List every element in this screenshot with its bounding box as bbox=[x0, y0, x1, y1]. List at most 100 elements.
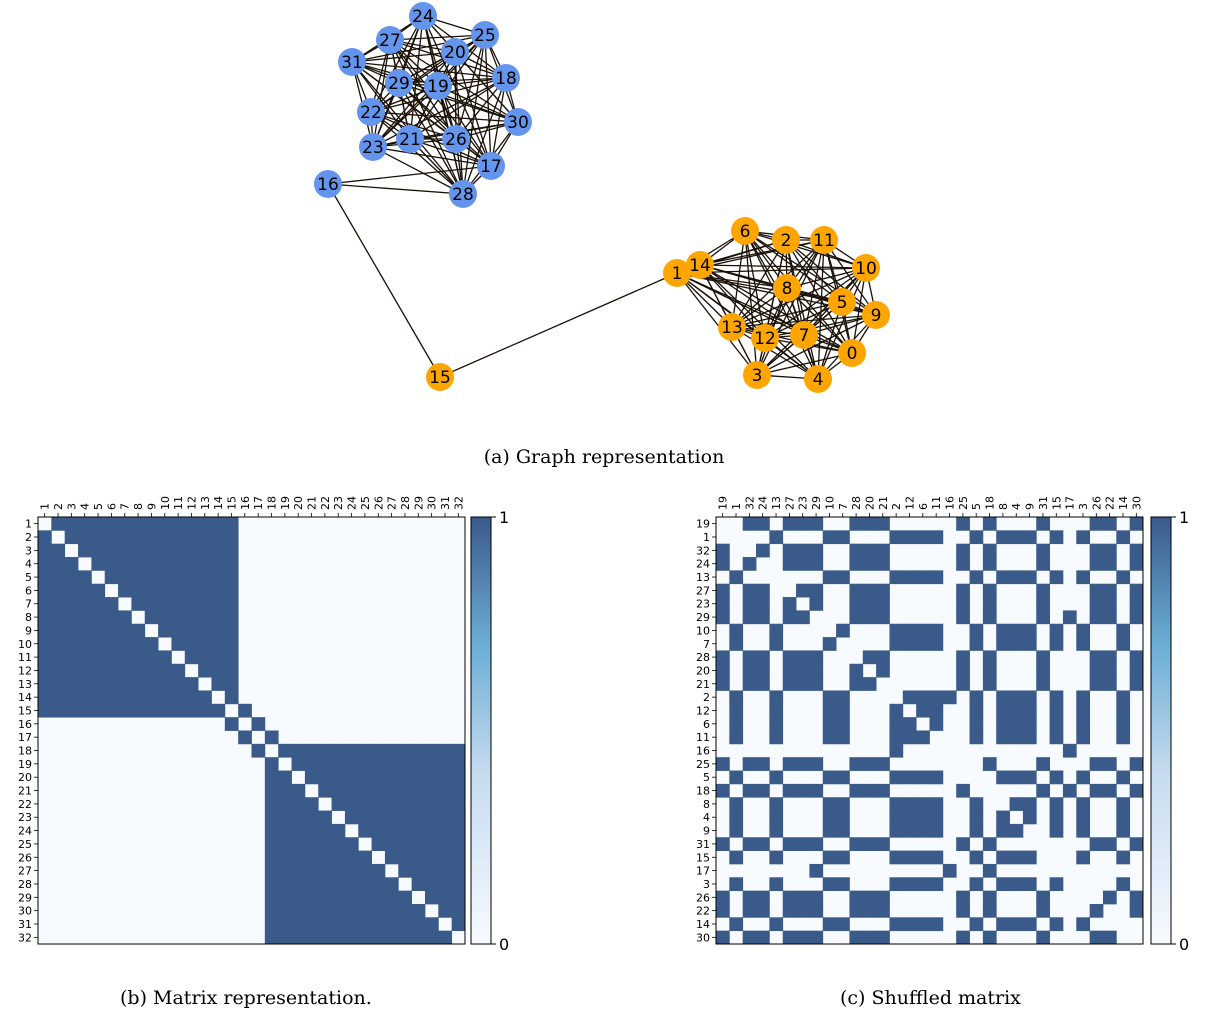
matrix-cell bbox=[451, 757, 466, 771]
caption-b: (b) Matrix representation. bbox=[120, 987, 372, 1009]
matrix-cell bbox=[144, 583, 159, 598]
matrix-cell bbox=[358, 863, 372, 878]
matrix-cell bbox=[211, 597, 226, 611]
col-tick-label: 28 bbox=[399, 496, 412, 510]
matrix-cell bbox=[331, 917, 346, 932]
row-tick-label: 25 bbox=[18, 838, 32, 851]
node-label: 26 bbox=[445, 130, 467, 150]
matrix-cell bbox=[304, 930, 319, 945]
matrix-cell bbox=[51, 703, 66, 718]
col-tick-label: 25 bbox=[359, 496, 372, 510]
matrix-cell bbox=[1076, 690, 1091, 705]
graph-node: 0 bbox=[838, 339, 866, 367]
node-label: 11 bbox=[813, 231, 835, 251]
matrix-cell bbox=[264, 837, 279, 851]
matrix-cell bbox=[756, 517, 770, 531]
graph-edges bbox=[327, 15, 877, 380]
matrix-cell bbox=[331, 863, 346, 878]
matrix-cell bbox=[51, 650, 66, 665]
matrix-cell bbox=[144, 517, 159, 531]
matrix-cell bbox=[344, 757, 359, 771]
node-label: 25 bbox=[474, 26, 496, 46]
matrix-cell bbox=[438, 837, 453, 851]
matrix-cell bbox=[849, 557, 864, 571]
graph-edge bbox=[437, 85, 519, 123]
matrix-cell bbox=[729, 823, 744, 838]
matrix-cell bbox=[756, 583, 770, 598]
matrix-cell bbox=[358, 810, 372, 825]
matrix-cell bbox=[371, 917, 386, 932]
col-tick-label: 11 bbox=[930, 496, 943, 510]
node-circle bbox=[357, 98, 385, 126]
matrix-cell bbox=[64, 623, 79, 638]
matrix-cell bbox=[916, 877, 930, 892]
matrix-cell bbox=[1102, 597, 1117, 611]
graph-edge bbox=[372, 39, 391, 148]
matrix-cell bbox=[118, 663, 132, 678]
row-tick-label: 31 bbox=[696, 838, 710, 851]
matrix-cell bbox=[836, 623, 850, 638]
matrix-cell bbox=[916, 570, 930, 585]
matrix-cell bbox=[849, 783, 864, 798]
matrix-cell bbox=[371, 757, 386, 771]
row-tick-label: 23 bbox=[18, 811, 32, 824]
matrix-cell bbox=[171, 637, 186, 651]
matrix-cell bbox=[782, 890, 797, 905]
matrix-cell bbox=[729, 717, 744, 731]
matrix-cell bbox=[238, 730, 252, 745]
matrix-cell bbox=[836, 570, 850, 585]
matrix-cell bbox=[38, 677, 52, 691]
matrix-cell bbox=[158, 597, 172, 611]
matrix-cell bbox=[118, 583, 132, 598]
matrix-cell bbox=[278, 797, 292, 811]
matrix-cell bbox=[849, 757, 864, 771]
col-tick-label: 24 bbox=[346, 496, 359, 510]
matrix-cell bbox=[64, 517, 79, 531]
matrix-cell bbox=[451, 797, 466, 811]
matrix-cell bbox=[782, 543, 797, 558]
matrix-cell bbox=[78, 570, 92, 585]
matrix-cell bbox=[809, 583, 824, 598]
matrix-cell bbox=[782, 517, 797, 531]
matrix-cell bbox=[916, 917, 930, 932]
matrix-cell bbox=[862, 650, 877, 665]
matrix-cell bbox=[64, 610, 79, 625]
matrix-cell bbox=[769, 530, 784, 545]
matrix-cell bbox=[1116, 530, 1131, 545]
matrix-cell bbox=[384, 877, 399, 892]
graph-node: 13 bbox=[718, 313, 746, 341]
matrix-cell bbox=[398, 917, 413, 932]
matrix-cell bbox=[278, 917, 292, 932]
matrix-cell bbox=[756, 663, 770, 678]
matrix-cell bbox=[889, 823, 904, 838]
matrix-cell bbox=[291, 823, 306, 838]
row-tick-label: 22 bbox=[18, 798, 32, 811]
node-label: 8 bbox=[782, 279, 793, 299]
matrix-cell bbox=[969, 717, 984, 731]
matrix-cell bbox=[796, 543, 810, 558]
matrix-cell bbox=[144, 650, 159, 665]
matrix-cell bbox=[982, 663, 997, 678]
matrix-cell bbox=[64, 570, 79, 585]
matrix-cell bbox=[331, 743, 346, 758]
matrix-cell bbox=[384, 930, 399, 945]
matrix-cell bbox=[411, 837, 426, 851]
matrix-cell bbox=[144, 543, 159, 558]
matrix-cell bbox=[1089, 757, 1104, 771]
matrix-cell bbox=[1102, 930, 1117, 945]
matrix-cell bbox=[862, 903, 877, 918]
matrix-cell bbox=[38, 583, 52, 598]
matrix-cell bbox=[1062, 743, 1077, 758]
matrix-cell bbox=[1049, 570, 1064, 585]
matrix-cell bbox=[756, 610, 770, 625]
col-tick-label: 1 bbox=[730, 503, 743, 510]
matrix-cell bbox=[876, 517, 890, 531]
col-tick-label: 17 bbox=[1064, 496, 1077, 510]
matrix-cell bbox=[158, 677, 172, 691]
matrix-cell bbox=[1036, 650, 1050, 665]
matrix-cell bbox=[158, 543, 172, 558]
row-tick-label: 4 bbox=[25, 558, 32, 571]
matrix-cell bbox=[144, 663, 159, 678]
node-circle bbox=[773, 274, 801, 302]
matrix-cell bbox=[38, 650, 52, 665]
